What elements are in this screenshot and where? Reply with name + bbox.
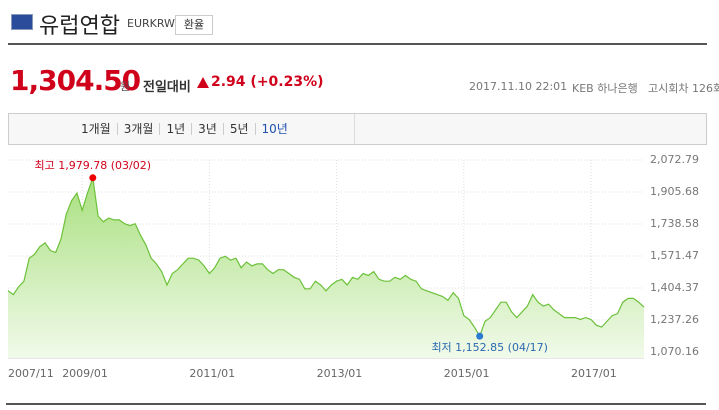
tab-bar: 1개월 3개월 1년 3년 5년 10년 [8,113,707,145]
price: 1,304.50 [10,64,141,97]
tab[interactable]: 1개월 [81,122,111,136]
flag [11,14,33,30]
change: 2.94 (+0.23%) [211,74,324,90]
tab-list: 1개월 3개월 1년 3년 5년 10년 [75,114,294,144]
y-tick-label: 1,070.16 [650,345,699,358]
tab[interactable]: 3개월 [116,123,160,135]
y-tick-label: 1,738.58 [650,217,699,230]
x-tick-label: 2007/11 [8,367,54,380]
x-tick-label: 2013/01 [317,367,363,380]
y-tick-label: 2,072.79 [650,153,699,166]
max-label: 최고 1,979.78 (03/02) [35,159,152,172]
x-tick-label: 2017/01 [571,367,617,380]
change-label: 전일대비 [143,80,191,95]
max-marker [89,174,97,182]
area [8,177,644,358]
tab[interactable]: 3년 [191,123,223,135]
bank: KEB 하나은행 [572,82,638,95]
line [7,177,645,338]
rate-button[interactable]: 환율 [175,15,213,35]
tab-divider [354,114,355,144]
up-arrow [197,77,209,88]
datetime: 2017.11.10 22:01 [469,80,568,93]
x-tick-label: 2011/01 [189,367,235,380]
y-tick-label: 1,905.68 [650,185,699,198]
unit: 원 [120,80,131,93]
code: EURKRW [127,17,175,30]
header-rule [8,43,707,45]
chart: 2,072.79 1,905.68 1,738.58 1,571.47 1,404.37… [6,153,706,405]
tab[interactable]: 1년 [159,123,191,135]
bottom-rule [6,403,706,405]
y-tick-label: 1,237.26 [650,313,699,326]
y-tick-label: 1,571.47 [650,249,699,262]
title: 유럽연합 [39,14,120,39]
round: 고시회차 126회 [648,82,719,95]
y-tick-label: 1,404.37 [650,281,699,294]
x-tick-label: 2015/01 [444,367,490,380]
x-tick-label: 2009/01 [62,367,108,380]
tab[interactable]: 5년 [222,123,255,135]
min-label: 최저 1,152.85 (04/17) [431,341,548,354]
min-marker [476,332,484,340]
tab[interactable]: 10년 [254,123,294,135]
